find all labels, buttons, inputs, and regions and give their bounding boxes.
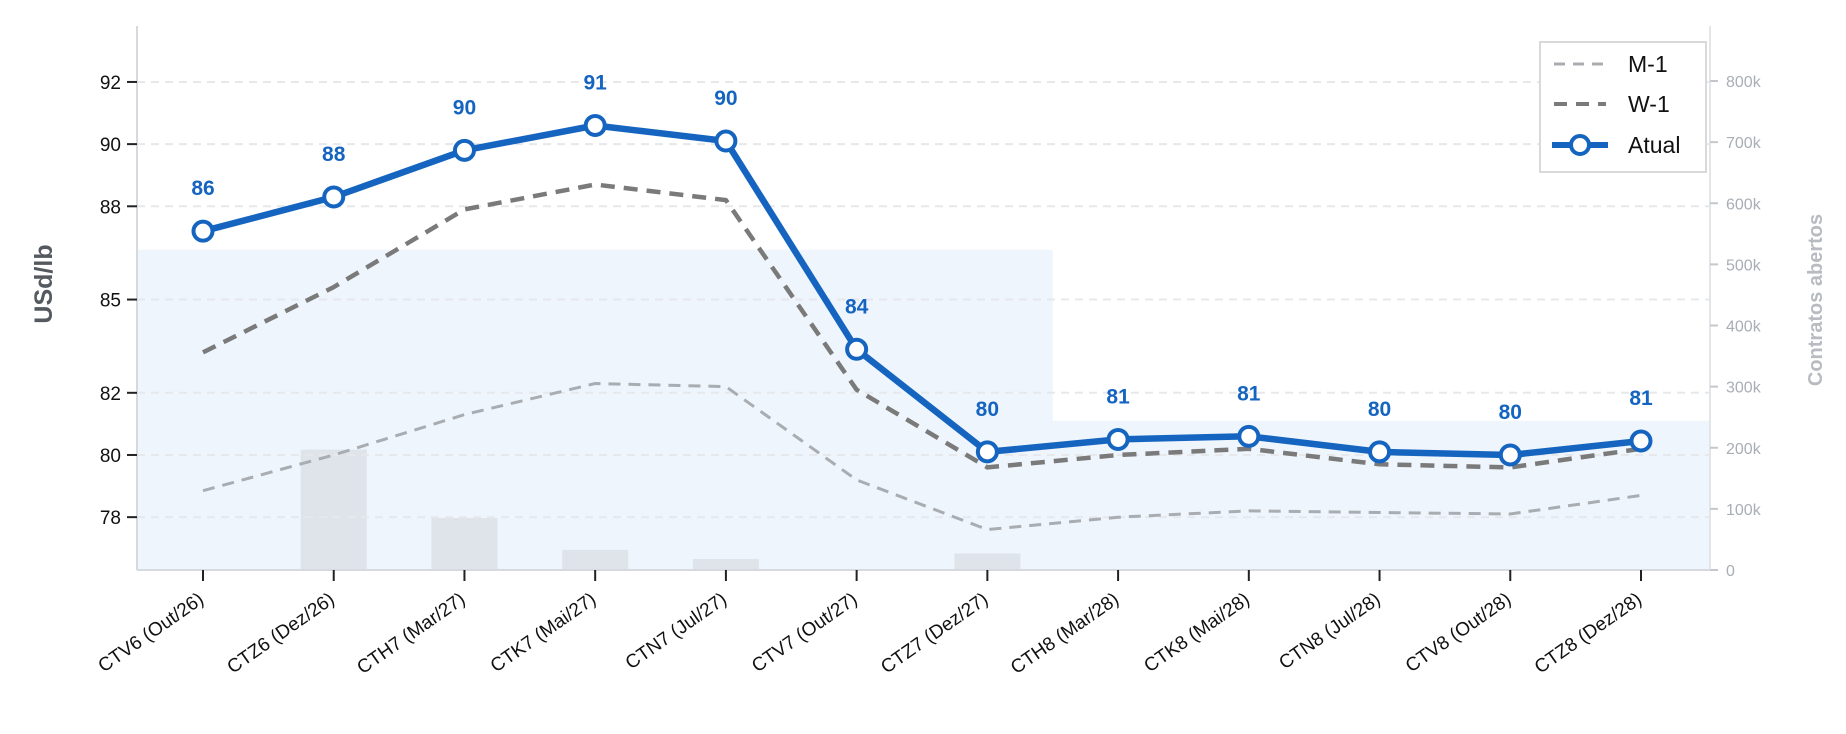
data-label: 84 [845,295,869,318]
x-tick-label: CTV8 (Out/28) [1402,589,1515,677]
data-label: 90 [453,96,476,119]
y-axis-title: USd/lb [30,244,58,323]
open-interest-bars [300,449,1021,570]
shaded-band-layer [137,249,1710,571]
data-point-marker [1498,443,1522,467]
data-point-marker [714,129,738,153]
y2-tick-label: 600k [1726,196,1762,213]
legend-label-atual: Atual [1628,132,1680,158]
x-tick-label: CTK7 (Mai/27) [487,589,600,677]
open-interest-bar [692,558,759,570]
data-point-marker [322,185,346,209]
x-tick-label: CTK8 (Mai/28) [1140,589,1253,677]
series-line-w-1 [201,182,1642,470]
y2-tick-label: 100k [1726,502,1762,519]
y2-tick-label: 700k [1726,135,1762,152]
y2-tick-label: 400k [1726,319,1762,336]
data-point-marker [845,337,869,361]
x-tick-label: CTV7 (Out/27) [748,589,861,677]
y-tick-label: 88 [100,197,121,218]
legend-marker-atual [1569,134,1591,156]
x-tick-label: CTZ7 (Dez/27) [877,589,992,678]
y-tick-label: 85 [100,291,121,312]
x-tick-label: CTH7 (Mar/27) [354,589,470,679]
y-tick-label: 82 [100,384,121,405]
data-point-marker [975,440,999,464]
legend: M-1 W-1 Atual [1539,41,1707,173]
x-tick-label: CTZ6 (Dez/26) [224,589,339,678]
y2-tick-label: 0 [1726,563,1735,580]
open-interest-bar [562,549,629,570]
legend-label-m1: M-1 [1628,51,1668,77]
open-interest-bar [300,449,367,570]
y-tick-label: 90 [100,135,121,156]
data-label: 91 [584,71,608,94]
y2-axis-title: Contratos abertos [1805,214,1827,386]
x-tick-label: CTH8 (Mar/28) [1007,589,1123,679]
open-interest-bar [431,518,498,570]
data-label: 90 [714,87,737,110]
series-line-m-1 [202,382,1642,532]
y-tick-label: 92 [100,73,121,94]
x-tick-label: CTZ8 (Dez/28) [1531,589,1646,678]
data-point-marker [1106,427,1130,451]
data-label: 88 [322,143,346,166]
data-label: 81 [1629,387,1653,410]
data-labels: 86 88 90 91 90 84 80 81 81 80 80 81 [191,71,1653,424]
y-tick-label: 78 [100,508,121,529]
data-label: 81 [1106,385,1130,408]
data-label: 80 [1499,401,1522,424]
data-point-marker [1368,440,1392,464]
data-point-marker [1629,429,1653,453]
y2-tick-label: 200k [1726,441,1762,458]
y2-tick-label: 300k [1726,380,1762,397]
x-tick-label: CTN8 (Jul/28) [1276,589,1385,674]
series-line-atual [202,122,1642,459]
x-tick-label: CTV6 (Out/26) [95,589,208,677]
y2-tick-label: 500k [1726,257,1762,274]
data-point-marker [191,219,215,243]
data-label: 80 [1368,398,1391,421]
y2-tick-label: 800k [1726,74,1762,91]
open-interest-bar [954,553,1021,570]
legend-frame [1539,41,1707,173]
legend-label-w1: W-1 [1628,91,1670,117]
data-label: 80 [976,398,999,421]
series-lines [191,113,1653,532]
data-label: 86 [191,177,214,200]
data-label: 81 [1237,382,1261,405]
y-tick-label: 80 [100,446,121,467]
shaded-band-segment [137,249,1053,571]
grid-lines [137,80,1710,519]
data-point-marker [452,138,476,162]
data-point-marker [583,113,607,137]
x-tick-label: CTN7 (Jul/27) [622,589,731,674]
data-point-marker [1237,424,1261,448]
